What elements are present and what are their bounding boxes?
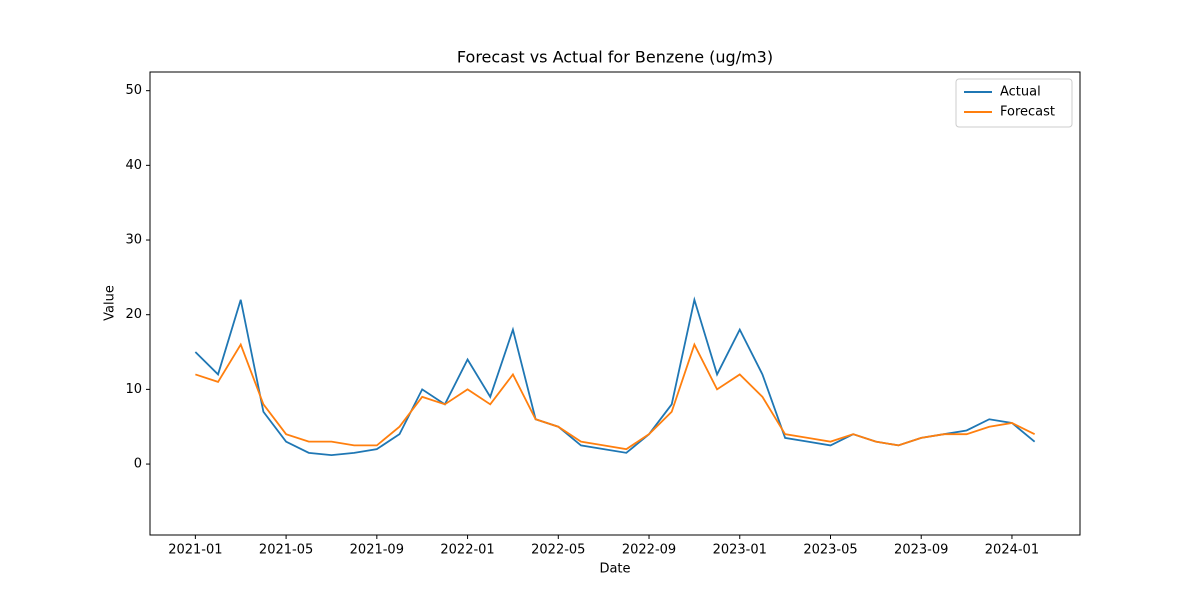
y-tick-label: 20 [125,307,142,322]
x-axis-label: Date [599,562,630,577]
x-tick-label: 2022-05 [531,543,585,558]
x-tick-label: 2021-09 [350,543,404,558]
x-tick-label: 2021-01 [168,543,222,558]
x-tick-label: 2022-09 [622,543,676,558]
chart-title: Forecast vs Actual for Benzene (ug/m3) [457,48,773,67]
x-tick-label: 2022-01 [440,543,494,558]
legend-label: Forecast [1000,105,1055,120]
y-axis-label: Value [103,285,118,321]
y-tick-label: 40 [125,158,142,173]
series-line [194,296,1036,456]
legend-label: Actual [1000,85,1041,100]
y-tick-label: 0 [134,457,142,472]
y-tick-label: 30 [125,233,142,248]
x-tick-label: 2023-09 [894,543,948,558]
axes-frame [149,71,1081,536]
x-tick-label: 2024-01 [985,543,1039,558]
x-tick-label: 2023-01 [713,543,767,558]
series-line [195,342,1036,451]
x-tick-label: 2021-05 [259,543,313,558]
y-tick-label: 10 [125,382,142,397]
x-tick-label: 2023-05 [803,543,857,558]
y-tick-label: 50 [125,83,142,98]
